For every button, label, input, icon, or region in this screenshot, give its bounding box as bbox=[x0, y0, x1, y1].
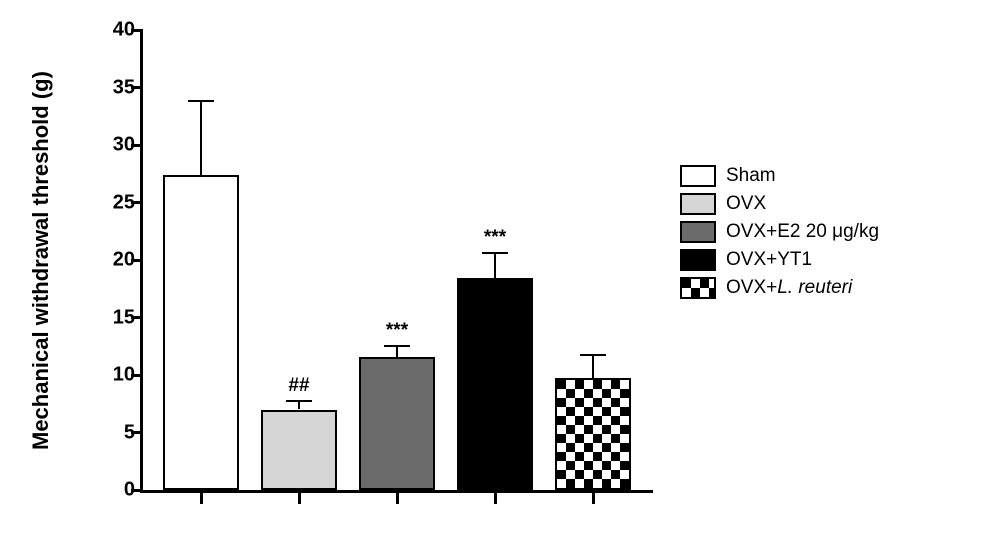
bar-ovx_e2 bbox=[359, 357, 435, 490]
y-tick-label: 0 bbox=[124, 479, 135, 502]
legend-label: OVX+E2 20 μg/kg bbox=[726, 221, 879, 243]
legend: Sham OVX OVX+E2 20 μg/kg OVX+YT1 OVX+L. reut… bbox=[680, 165, 879, 305]
bars-group: ## *** *** bbox=[143, 30, 653, 490]
error-stem bbox=[298, 401, 300, 409]
legend-swatch bbox=[680, 249, 716, 271]
error-cap bbox=[188, 100, 214, 102]
x-tick bbox=[200, 492, 203, 504]
error-cap bbox=[482, 252, 508, 254]
y-tick-label: 10 bbox=[113, 364, 135, 387]
x-tick bbox=[592, 492, 595, 504]
y-tick-label: 15 bbox=[113, 306, 135, 329]
legend-label: OVX+L. reuteri bbox=[726, 277, 852, 299]
y-tick-label: 30 bbox=[113, 134, 135, 157]
error-cap bbox=[580, 354, 606, 356]
sig-label: *** bbox=[386, 320, 408, 342]
legend-swatch bbox=[680, 193, 716, 215]
bar-ovx bbox=[261, 410, 337, 491]
legend-swatch bbox=[680, 277, 716, 299]
error-cap bbox=[384, 345, 410, 347]
chart-container: Mechanical withdrawal threshold (g) 0 5 10… bbox=[0, 0, 988, 540]
y-tick-label: 40 bbox=[113, 19, 135, 42]
y-axis-title: Mechanical withdrawal threshold (g) bbox=[28, 71, 54, 450]
plot-area: 0510152025303540 ##****** bbox=[140, 30, 653, 493]
sig-label: *** bbox=[484, 227, 506, 249]
error-cap bbox=[286, 400, 312, 402]
error-stem bbox=[396, 346, 398, 356]
legend-label: OVX bbox=[726, 193, 766, 215]
error-stem bbox=[494, 253, 496, 278]
legend-row-ovx: OVX bbox=[680, 193, 879, 215]
legend-row-ovx_e2: OVX+E2 20 μg/kg bbox=[680, 221, 879, 243]
y-tick-label: 20 bbox=[113, 249, 135, 272]
x-tick bbox=[494, 492, 497, 504]
legend-row-sham: Sham bbox=[680, 165, 879, 187]
y-tick-label: 35 bbox=[113, 76, 135, 99]
error-stem bbox=[200, 101, 202, 175]
y-tick-label: 5 bbox=[124, 421, 135, 444]
legend-swatch bbox=[680, 221, 716, 243]
legend-row-ovx_lreuteri: OVX+L. reuteri bbox=[680, 277, 879, 299]
legend-label: Sham bbox=[726, 165, 776, 187]
legend-label: OVX+YT1 bbox=[726, 249, 812, 271]
legend-swatch bbox=[680, 165, 716, 187]
y-tick-label: 25 bbox=[113, 191, 135, 214]
sig-label: ## bbox=[288, 375, 309, 397]
x-tick bbox=[396, 492, 399, 504]
error-stem bbox=[592, 355, 594, 378]
bar-ovx_yt1 bbox=[457, 278, 533, 490]
x-tick bbox=[298, 492, 301, 504]
bar-sham bbox=[163, 175, 239, 490]
legend-row-ovx_yt1: OVX+YT1 bbox=[680, 249, 879, 271]
bar-ovx_lreuteri bbox=[555, 378, 631, 490]
